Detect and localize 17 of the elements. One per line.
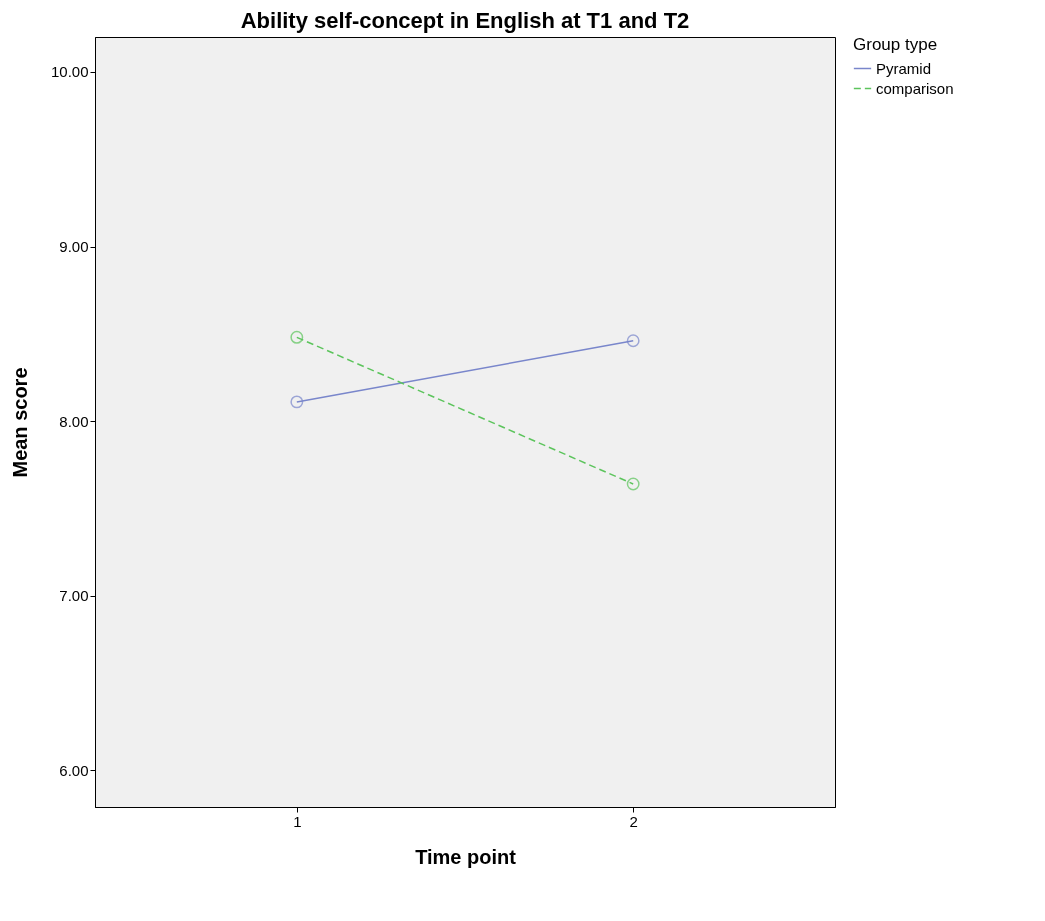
x-tick-label: 2	[629, 812, 638, 830]
y-tick-label: 6.00	[59, 761, 89, 779]
y-tick-label: 10.00	[50, 63, 89, 81]
y-axis-title: Mean score	[8, 367, 31, 478]
y-tick-label: 9.00	[59, 238, 89, 256]
legend-label: comparison	[876, 79, 954, 97]
legend-label: Pyramid	[876, 59, 932, 77]
point	[290, 395, 304, 409]
y-tick-label: 8.00	[59, 412, 89, 430]
point	[290, 330, 304, 344]
point	[626, 334, 640, 348]
x-tick-label: 1	[293, 812, 302, 830]
point	[626, 477, 640, 491]
x-axis-title: Time point	[415, 845, 517, 868]
chart-title: Ability self-concept in English at T1 and T2	[240, 8, 690, 33]
y-tick-label: 7.00	[59, 587, 89, 605]
legend-title: Group type	[853, 35, 938, 54]
